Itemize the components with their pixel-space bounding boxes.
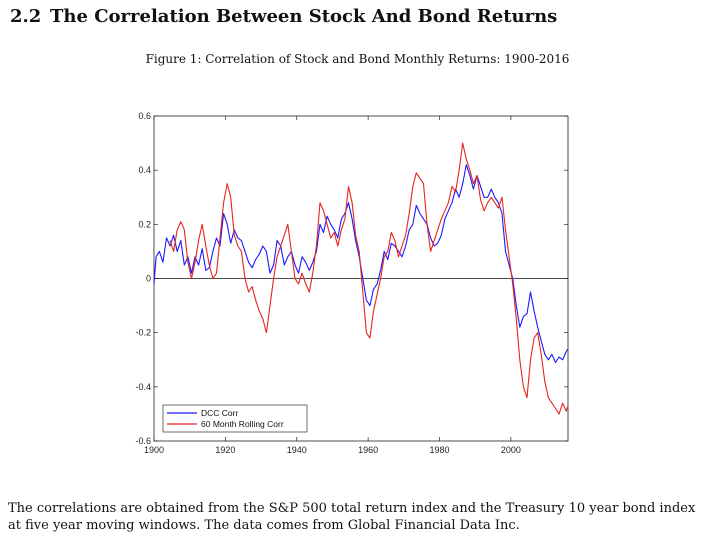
y-tick-label: 0.6 [138, 111, 151, 121]
legend-label: DCC Corr [201, 408, 238, 418]
section-heading: 2.2 The Correlation Between Stock And Bon… [10, 6, 557, 27]
correlation-chart: -0.6 -0.4 -0.2 0 0.2 0.4 0.6 1900 1920 1940 1960 19… [135, 111, 569, 455]
y-tick-label: -0.2 [135, 328, 151, 338]
y-tick-label: 0.2 [138, 219, 151, 229]
x-tick-label: 1940 [287, 445, 307, 455]
rolling-corr-line [169, 142, 569, 415]
y-tick-label: -0.6 [135, 436, 151, 446]
x-tick-label: 1920 [215, 445, 235, 455]
y-tick-label: 0.4 [138, 165, 151, 175]
y-tick-label: -0.4 [135, 382, 151, 392]
x-tick-label: 2000 [501, 445, 521, 455]
x-tick-label: 1980 [430, 445, 450, 455]
section-title: The Correlation Between Stock And Bond R… [50, 6, 558, 27]
y-tick-label: 0 [146, 274, 151, 284]
figure-caption: Figure 1: Correlation of Stock and Bond … [145, 52, 570, 66]
section-number: 2.2 [10, 6, 42, 27]
legend-box [162, 404, 308, 433]
x-tick-label: 1960 [358, 445, 378, 455]
x-tick-label: 1900 [144, 445, 164, 455]
figure-note: The correlations are obtained from the S… [8, 501, 696, 533]
legend-label: 60 Month Rolling Corr [201, 419, 284, 429]
